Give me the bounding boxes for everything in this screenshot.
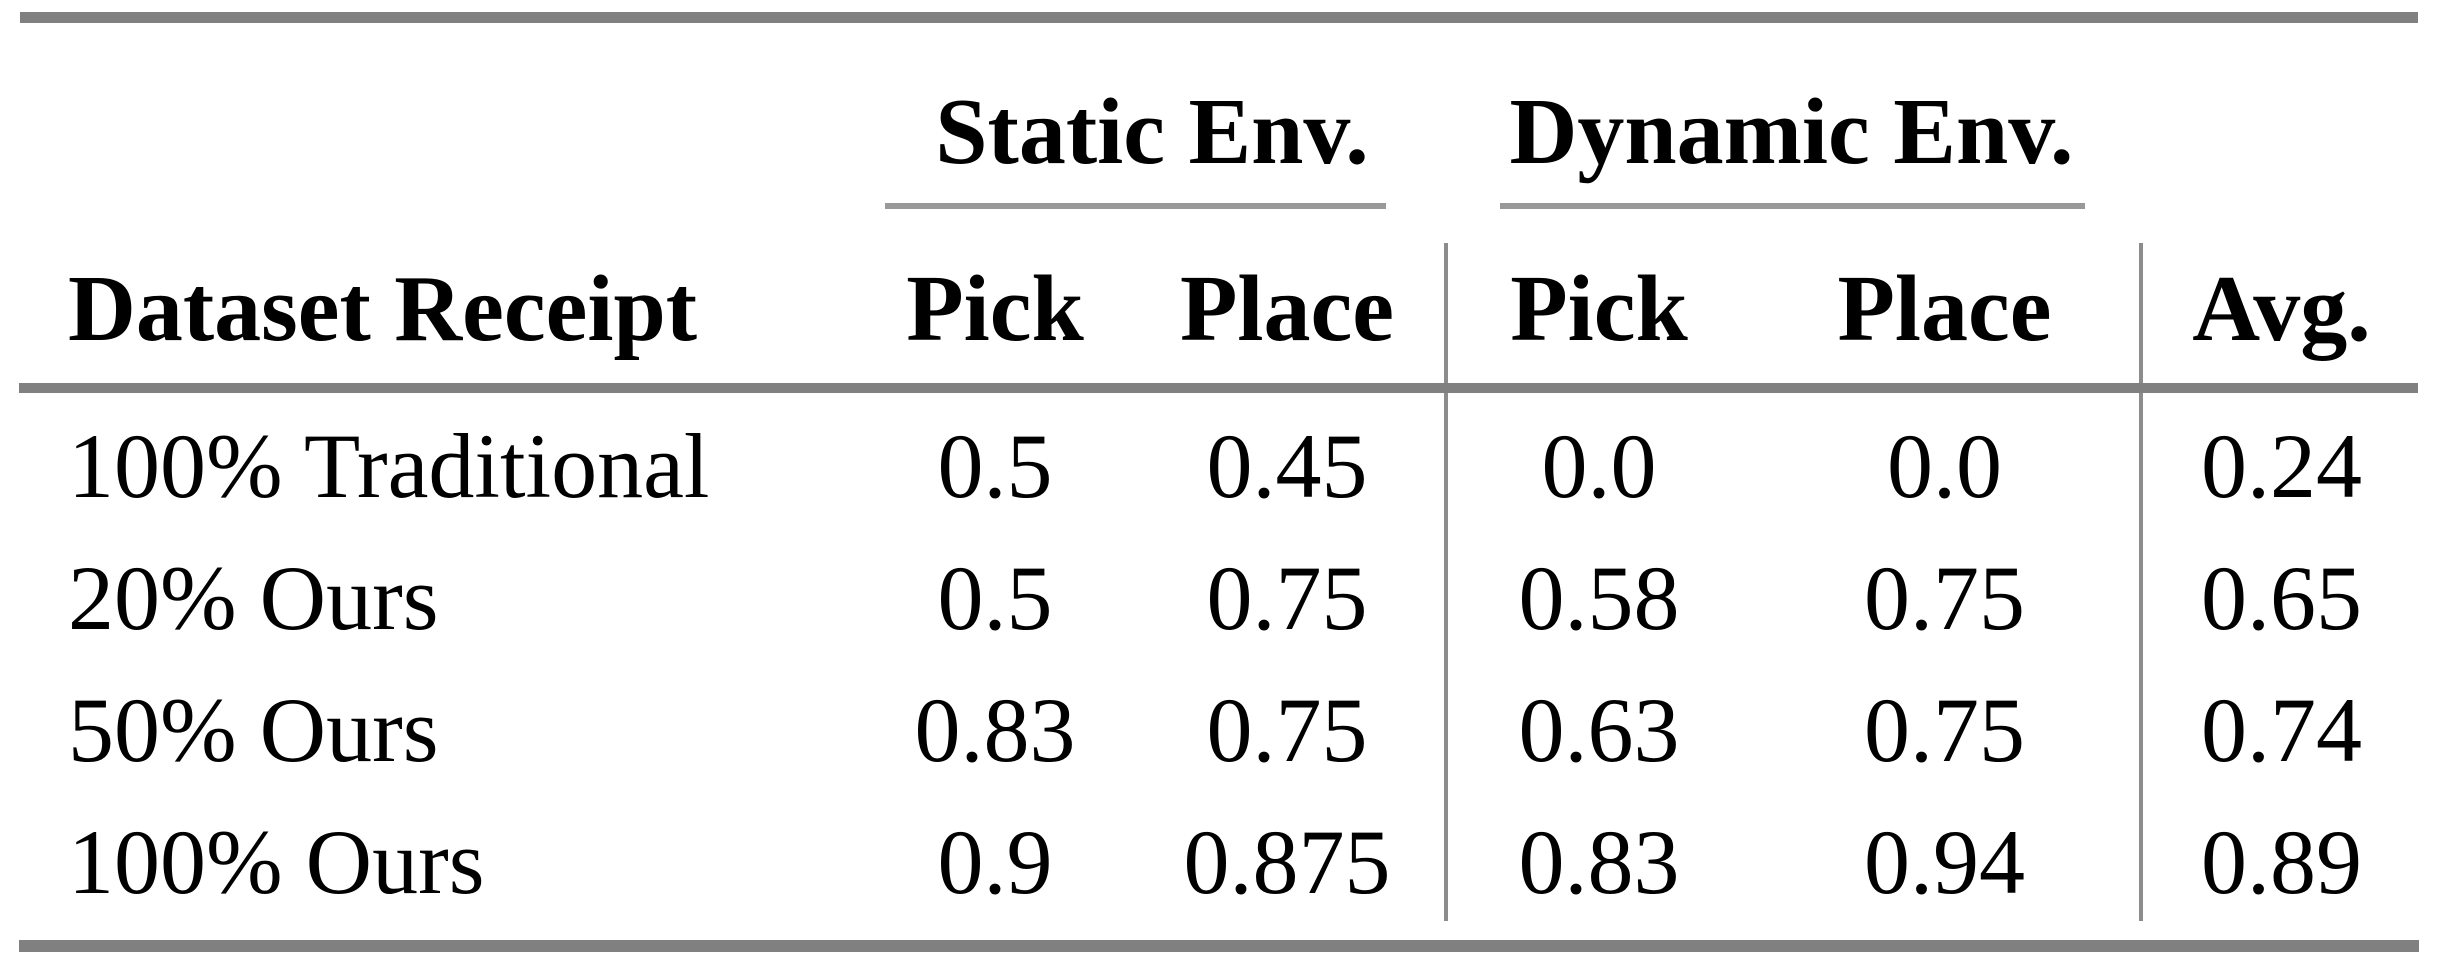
cell-static-pick: 0.9 [937,811,1053,913]
column-header-dynamic-place: Place [1837,257,2052,361]
cell-static-pick: 0.5 [937,547,1053,649]
cell-dynamic-place: 0.75 [1864,679,2025,781]
column-group-dynamic-env: Dynamic Env. [1509,79,2074,184]
cell-dynamic-place: 0.75 [1864,547,2025,649]
column-header-dataset-receipt: Dataset Receipt [68,257,698,361]
dynamic-env-cmidrule [1500,203,2085,209]
column-header-static-pick: Pick [906,257,1084,361]
cell-static-place: 0.75 [1206,679,1368,781]
cell-avg: 0.74 [2139,657,2420,789]
column-group-static-env: Static Env. [935,79,1369,184]
header-separator-rule [19,383,2418,393]
cell-avg: 0.65 [2139,525,2420,657]
cell-static-place: 0.75 [1206,547,1368,649]
cell-static-pick: 0.83 [914,679,1076,781]
cell-static-place: 0.45 [1206,415,1368,517]
cell-dynamic-place: 0.0 [1887,415,2002,517]
row-label: 50% Ours [68,679,439,781]
bottom-rule [19,940,2419,952]
row-label: 100% Traditional [68,415,710,517]
static-env-cmidrule [885,203,1386,209]
cell-dynamic-pick: 0.58 [1444,525,1750,657]
row-label: 20% Ours [68,547,439,649]
column-header-avg: Avg. [2139,243,2420,393]
cell-static-place: 0.875 [1183,811,1391,913]
cell-dynamic-place: 0.94 [1864,811,2025,913]
cell-dynamic-pick: 0.83 [1444,789,1750,921]
cell-dynamic-pick: 0.63 [1444,657,1750,789]
row-label: 100% Ours [68,811,485,913]
cell-avg: 0.24 [2139,393,2420,525]
column-header-dynamic-pick: Pick [1444,243,1750,393]
cell-static-pick: 0.5 [937,415,1053,517]
cell-avg: 0.89 [2139,789,2420,921]
cell-dynamic-pick: 0.0 [1444,393,1750,525]
table-grid: Static Env. Dynamic Env. Dataset Receipt… [40,60,2420,921]
column-header-static-place: Place [1180,257,1394,361]
top-rule [20,12,2418,23]
